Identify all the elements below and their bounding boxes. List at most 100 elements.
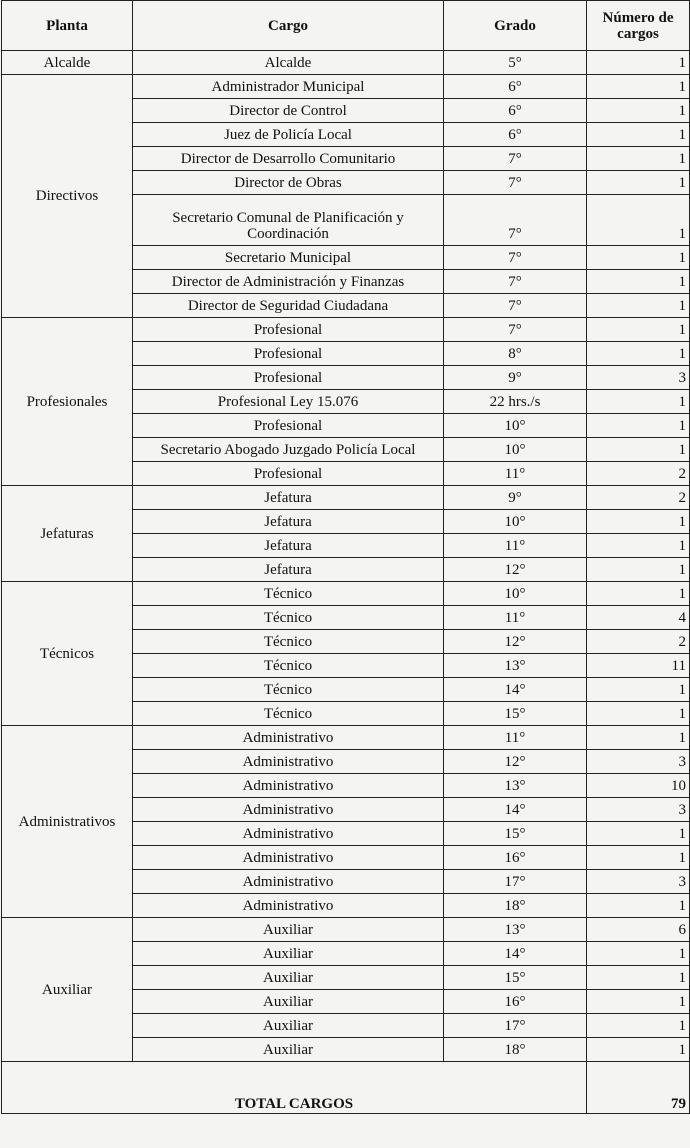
cargo-cell: Técnico — [132, 605, 444, 630]
table-row: Alcalde Alcalde 5° 1 — [1, 50, 690, 75]
grado-cell: 18° — [443, 1037, 587, 1062]
table-row: Técnicos Técnico 10° 1 — [1, 581, 690, 726]
planta-cell: Directivos — [1, 74, 133, 318]
numero-cell: 1 — [586, 557, 690, 582]
numero-cell: 1 — [586, 98, 690, 123]
grado-cell: 12° — [443, 557, 587, 582]
cargo-cell: Administrador Municipal — [132, 74, 444, 99]
grado-cell: 17° — [443, 869, 587, 894]
cargo-cell: Administrativo — [132, 749, 444, 774]
header-planta: Planta — [1, 0, 133, 51]
cargo-cell: Secretario Abogado Juzgado Policía Local — [132, 437, 444, 462]
numero-cell: 2 — [586, 485, 690, 510]
numero-cell: 1 — [586, 509, 690, 534]
grado-cell: 22 hrs./s — [443, 389, 587, 414]
grado-cell: 17° — [443, 1013, 587, 1038]
grado-cell: 7° — [443, 170, 587, 195]
numero-cell: 1 — [586, 989, 690, 1014]
header-cargo: Cargo — [132, 0, 444, 51]
numero-cell: 1 — [586, 965, 690, 990]
table-row: Jefaturas Jefatura 9° 2 — [1, 485, 690, 582]
grado-cell: 8° — [443, 341, 587, 366]
table-row: Profesionales Profesional 7° 1 — [1, 317, 690, 486]
planta-cell: Administrativos — [1, 725, 133, 918]
numero-cell: 1 — [586, 317, 690, 342]
table-row: Director de Administración y Finanzas 7° 1 — [2, 269, 690, 294]
numero-cell: 3 — [586, 365, 690, 390]
grado-cell: 12° — [443, 749, 587, 774]
numero-cell: 4 — [586, 605, 690, 630]
numero-cell: 1 — [586, 245, 690, 270]
cargo-cell: Técnico — [132, 701, 444, 726]
numero-cell: 10 — [586, 773, 690, 798]
cargo-cell: Director de Seguridad Ciudadana — [132, 293, 444, 318]
grado-cell: 18° — [443, 893, 587, 918]
cargo-cell: Administrativo — [132, 821, 444, 846]
grado-cell: 10° — [443, 413, 587, 438]
cargo-cell: Profesional — [132, 317, 444, 342]
numero-cell: 1 — [586, 194, 690, 246]
grado-cell: 11° — [443, 605, 587, 630]
numero-cell: 3 — [586, 749, 690, 774]
grado-cell: 9° — [443, 485, 587, 510]
table-row: Directivos Administrador Municipal 6° 1 — [1, 74, 690, 318]
numero-cell: 1 — [586, 413, 690, 438]
grado-cell: 5° — [443, 50, 587, 75]
table-row: Auxiliar 15° 1 — [2, 965, 690, 990]
table-row: Jefatura 11° 1 — [2, 533, 690, 558]
table-row: Técnico 13° 11 — [2, 653, 690, 678]
planta-cell: Profesionales — [1, 317, 133, 486]
numero-cell: 1 — [586, 1037, 690, 1062]
cargo-cell: Director de Administración y Finanzas — [132, 269, 444, 294]
cargo-cell: Auxiliar — [132, 1013, 444, 1038]
numero-cell: 3 — [586, 797, 690, 822]
numero-cell: 1 — [586, 437, 690, 462]
table-row: Auxiliar Auxiliar 13° 6 — [1, 917, 690, 1062]
table-row: Auxiliar 17° 1 — [2, 1013, 690, 1038]
cargo-cell: Director de Obras — [132, 170, 444, 195]
grado-cell: 11° — [443, 461, 587, 486]
header-grado: Grado — [443, 0, 587, 51]
table-row: Administrativo 16° 1 — [2, 845, 690, 870]
grado-cell: 16° — [443, 989, 587, 1014]
table-row: Director de Control 6° 1 — [2, 98, 690, 123]
table-row: Director de Desarrollo Comunitario 7° 1 — [2, 146, 690, 171]
numero-cell: 2 — [586, 461, 690, 486]
cargo-cell: Jefatura — [132, 533, 444, 558]
grado-cell: 14° — [443, 941, 587, 966]
numero-cell: 1 — [586, 146, 690, 171]
grado-cell: 10° — [443, 509, 587, 534]
cargo-cell: Secretario Municipal — [132, 245, 444, 270]
grado-cell: 7° — [443, 317, 587, 342]
grado-cell: 6° — [443, 74, 587, 99]
grado-cell: 15° — [443, 821, 587, 846]
numero-cell: 1 — [586, 845, 690, 870]
grado-cell: 7° — [443, 269, 587, 294]
grado-cell: 11° — [443, 725, 587, 750]
numero-cell: 1 — [586, 701, 690, 726]
cargo-cell: Auxiliar — [132, 965, 444, 990]
table-row: Administrativo 12° 3 — [2, 749, 690, 774]
numero-cell: 1 — [586, 341, 690, 366]
table-row: Administrativo 14° 3 — [2, 797, 690, 822]
cargo-cell: Técnico — [132, 629, 444, 654]
table-row: Jefatura 12° 1 — [2, 557, 690, 582]
cargo-cell: Administrativo — [132, 893, 444, 918]
grado-cell: 14° — [443, 797, 587, 822]
grado-cell: 7° — [443, 146, 587, 171]
numero-cell: 1 — [586, 170, 690, 195]
cargo-cell: Alcalde — [132, 50, 444, 75]
cargos-table: Planta Cargo Grado Número de cargos Alca… — [1, 0, 690, 1114]
grado-cell: 6° — [443, 98, 587, 123]
numero-cell: 6 — [586, 917, 690, 942]
total-label: TOTAL CARGOS — [1, 1061, 587, 1114]
table-row: Director de Obras 7° 1 — [2, 170, 690, 195]
grado-cell: 14° — [443, 677, 587, 702]
planta-cell: Alcalde — [1, 50, 133, 75]
grado-cell: 6° — [443, 122, 587, 147]
cargo-cell: Administrativo — [132, 797, 444, 822]
cargo-cell: Técnico — [132, 677, 444, 702]
grado-cell: 10° — [443, 437, 587, 462]
numero-cell: 1 — [586, 893, 690, 918]
cargo-cell: Jefatura — [132, 557, 444, 582]
